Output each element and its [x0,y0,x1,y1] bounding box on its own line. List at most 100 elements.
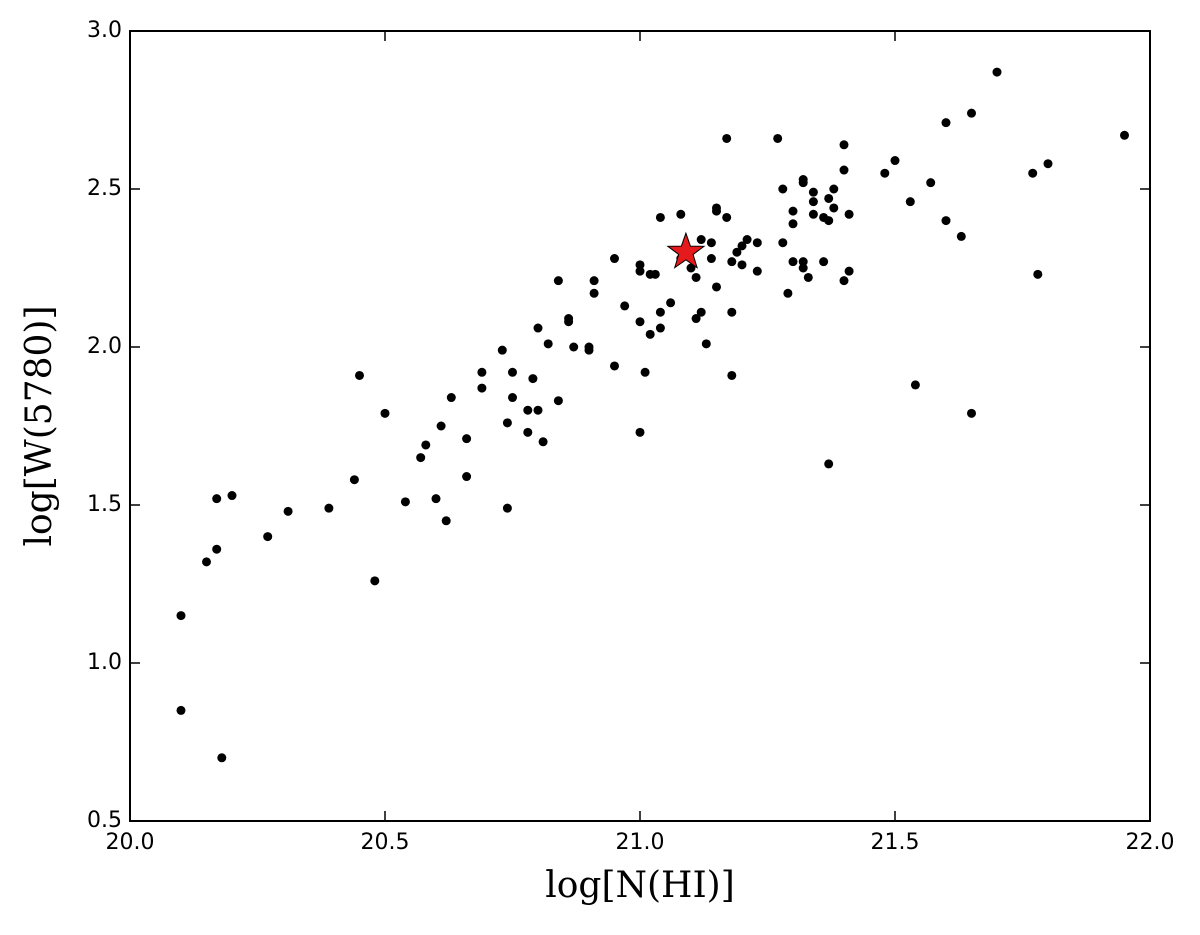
point [589,276,599,286]
point [202,557,211,567]
point [839,165,849,175]
point [635,427,645,437]
point [1028,168,1038,178]
point [788,219,798,229]
point [808,209,818,219]
point [737,241,747,251]
point [533,323,543,333]
point [890,156,900,166]
point [839,140,849,150]
point [839,276,849,286]
point [528,374,538,384]
point [941,118,951,128]
point [543,339,553,349]
point [655,307,665,317]
point [533,405,543,415]
point [610,254,619,264]
point [569,342,579,352]
point [655,323,665,333]
point [819,257,829,267]
point [477,367,487,377]
point [905,197,915,207]
point [829,184,839,194]
point [686,263,696,273]
y-tick-label: 1.5 [87,492,122,517]
point [446,393,456,403]
point [992,67,1002,77]
point [212,494,222,504]
x-tick-label: 20.5 [361,830,410,855]
point [324,503,334,513]
point [380,408,390,418]
point [941,216,951,226]
x-tick-label: 20.0 [106,830,155,855]
point [824,459,834,469]
point [620,301,630,311]
point [400,497,410,507]
point [722,212,732,222]
point [462,472,472,482]
point [752,238,762,248]
point [706,238,716,248]
point [798,178,808,188]
point [477,383,487,393]
point [773,133,783,143]
plot-frame [129,30,1151,822]
point [722,133,732,143]
point [824,193,834,203]
point [502,418,512,428]
point [778,238,788,248]
point [808,187,818,197]
point [538,437,548,447]
point [370,576,380,586]
point [655,212,665,222]
point [508,393,517,403]
point [783,288,793,298]
point [1120,130,1129,140]
point [217,753,227,763]
point [553,396,563,406]
point [635,266,645,276]
y-tick-label: 3.0 [87,18,122,43]
point [824,216,834,226]
point [712,282,721,292]
point [706,254,716,264]
point [421,440,431,450]
y-tick-label: 2.5 [87,176,122,201]
point [584,345,594,355]
point [798,257,808,267]
point [640,367,650,377]
x-tick-label: 21.5 [871,830,920,855]
point [803,272,813,282]
point [523,405,533,415]
point [844,209,854,219]
point [967,108,976,118]
y-axis-label: log[W(5780)] [19,305,60,546]
point [691,272,701,282]
y-tick-label: 2.0 [87,334,122,359]
point [742,235,752,245]
point [1043,159,1053,169]
point [696,307,706,317]
point [589,288,599,298]
point [502,503,512,513]
point [737,260,747,270]
point [497,345,507,355]
point [1033,269,1043,279]
y-tick-label: 0.5 [87,808,122,833]
point [283,506,293,516]
point [462,434,472,444]
point [926,178,936,188]
star-marker [666,231,706,269]
x-axis-label: log[N(HI)] [545,865,735,906]
point [523,427,533,437]
y-tick-label: 1.0 [87,650,122,675]
point [712,206,721,216]
point [967,408,976,418]
point [727,370,737,380]
point [349,475,359,485]
point [227,491,237,501]
point [727,307,737,317]
